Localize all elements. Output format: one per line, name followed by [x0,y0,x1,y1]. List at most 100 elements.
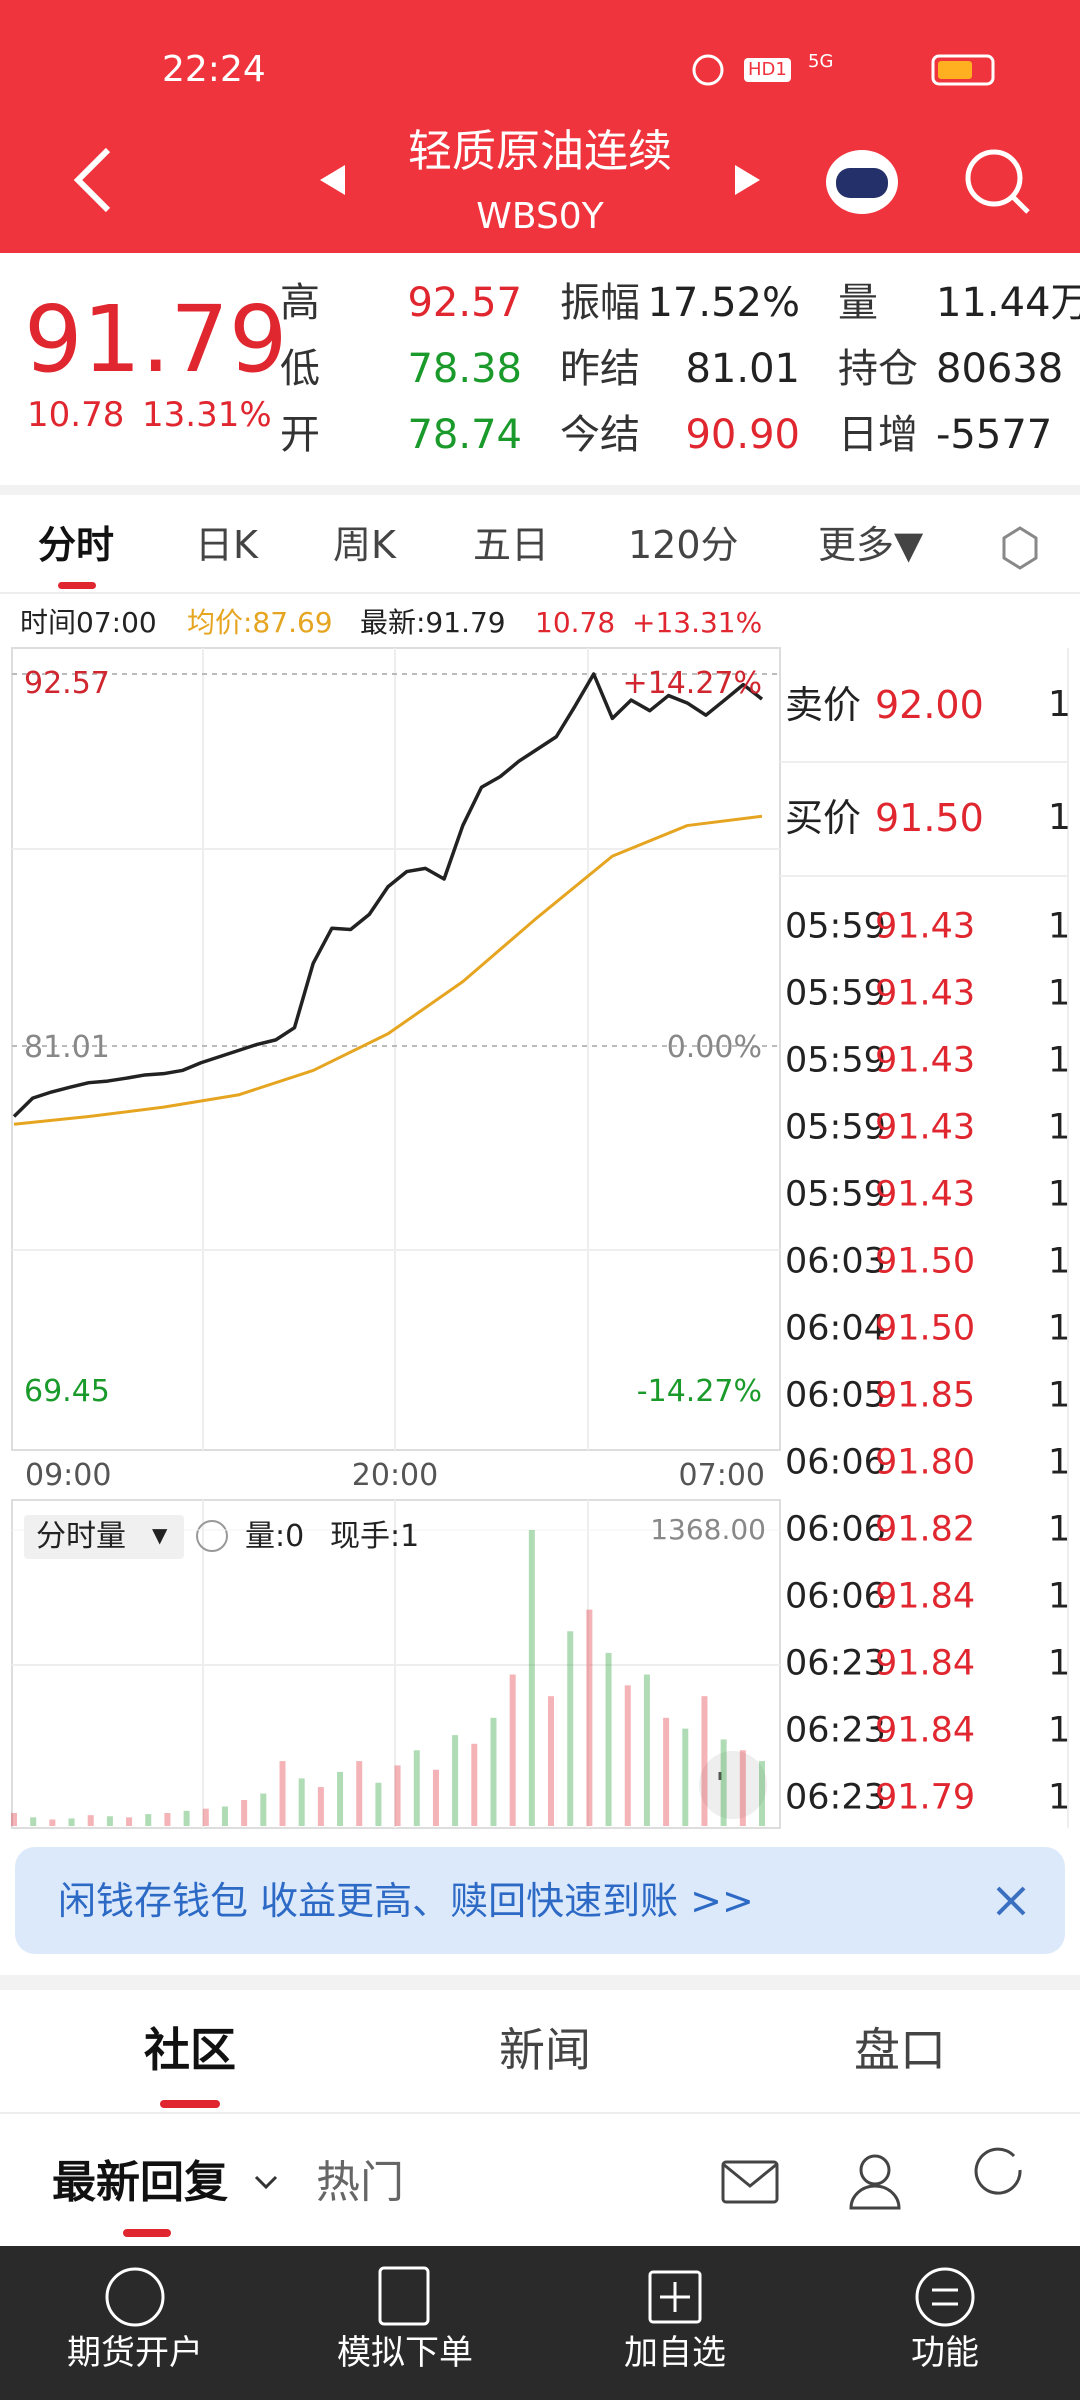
volume-bar [682,1728,689,1826]
volume-bar [106,1816,113,1826]
mail-icon[interactable] [721,2160,779,2204]
volume-bar [586,1609,593,1826]
trade-time: 05:59 [785,1107,886,1148]
gap [0,1975,1080,1990]
user-icon[interactable] [859,2154,891,2186]
back-icon[interactable] [73,147,111,213]
prev-icon[interactable] [320,165,345,195]
quote-label: 低 [280,346,320,392]
nav-label[interactable]: 加自选 [624,2333,726,2373]
info-time: 时间07:00 [20,606,157,639]
tab[interactable]: 五日 [473,523,550,567]
status-time: 22:24 [162,49,266,90]
user-body [849,2184,901,2210]
book-label: 卖价 [785,683,862,727]
battery [931,54,995,86]
trade-time: 05:59 [785,1174,886,1215]
trade-time: 05:59 [785,906,886,947]
book-qty: 1 [1048,684,1071,725]
tab[interactable]: 更多▼ [818,523,924,567]
tab[interactable]: 日K [195,523,258,567]
vol-label[interactable]: 分时量 [36,1519,126,1554]
robot-face [836,168,888,198]
section-tab[interactable]: 盘口 [854,2023,946,2077]
search-icon[interactable] [965,149,1023,207]
refresh-icon[interactable] [974,2147,1022,2195]
trade-price: 91.79 [875,1777,976,1818]
volume-bar [11,1813,17,1826]
quote-value: 78.38 [407,346,522,392]
expand-icon[interactable] [699,1751,767,1819]
volume-bar [643,1674,650,1826]
vol-label-bg[interactable] [24,1515,184,1559]
close-icon[interactable] [996,1886,1026,1916]
sub-tab[interactable]: 最新回复 [52,2157,228,2208]
trade-price: 91.43 [875,1174,976,1215]
sub-indicator [123,2229,171,2237]
volume-bar [260,1793,267,1826]
nav-icon[interactable] [378,2266,430,2326]
change-pct: 13.31% [142,395,272,435]
volume-bar [528,1530,535,1826]
settings-icon[interactable] [1002,526,1038,570]
trade-qty: 1 [1048,1710,1071,1751]
trade-qty: 1 [1048,1777,1071,1818]
menu [932,2288,958,2306]
trade-time: 05:59 [785,973,886,1014]
y-tick-label: 81.01 [24,1030,110,1065]
trade-price: 91.50 [875,1241,976,1282]
quote-label: 日增 [838,412,918,458]
nav-icon[interactable] [105,2267,165,2327]
volume-bar [759,1761,765,1826]
volume-bar [30,1817,37,1826]
quote-label: 振幅 [560,280,640,326]
nav-icon[interactable] [648,2270,702,2324]
volume-bar [145,1814,152,1826]
section-tab[interactable]: 社区 [144,2023,236,2077]
vol-hand: 现手:1 [330,1519,420,1554]
nav-label[interactable]: 功能 [911,2333,979,2373]
trade-time: 06:06 [785,1576,886,1617]
trade-time: 06:23 [785,1710,886,1751]
volume-bar [394,1765,401,1826]
book-qty: 1 [1048,797,1071,838]
trade-qty: 1 [1048,906,1071,947]
quote-value: 17.52% [647,280,800,326]
book-price: 91.50 [875,796,984,840]
help-icon[interactable] [196,1520,228,1552]
trade-time: 06:04 [785,1308,886,1349]
status-hd: HD1 [744,58,791,82]
volume-bar [624,1685,631,1826]
tab[interactable]: 120分 [628,523,739,567]
nav-icon[interactable] [915,2267,975,2327]
tab-indicator [58,582,96,589]
banner[interactable]: 闲钱存钱包 收益更高、赎回快速到账 >> [58,1879,754,1923]
gap [0,485,1080,495]
series-line [12,672,764,1118]
tab[interactable]: 周K [333,523,396,567]
info-change: 10.78 [535,606,616,639]
status-net: 5G [808,51,834,72]
title: 轻质原油连续 [408,126,672,177]
pct-label: 0.00% [666,1030,762,1065]
trade-qty: 1 [1048,1241,1071,1282]
banner-bg[interactable] [15,1847,1065,1954]
trade-time: 06:03 [785,1241,886,1282]
next-icon[interactable] [735,165,760,195]
volume-bar [164,1813,171,1826]
trade-price: 91.84 [875,1710,976,1751]
tab[interactable]: 分时 [38,523,115,567]
trade-price: 91.84 [875,1576,976,1617]
trade-qty: 1 [1048,1576,1071,1617]
volume-bar [221,1806,228,1826]
sub-tab[interactable]: 热门 [316,2157,404,2208]
volume-bar [183,1810,190,1826]
nav-label[interactable]: 模拟下单 [337,2333,473,2373]
trade-time: 06:06 [785,1509,886,1550]
section-tab[interactable]: 新闻 [499,2023,591,2077]
search-handle [1011,195,1030,214]
trade-time: 06:06 [785,1442,886,1483]
nav-label[interactable]: 期货开户 [67,2333,203,2373]
trade-qty: 1 [1048,1375,1071,1416]
chevron[interactable] [254,2175,278,2190]
